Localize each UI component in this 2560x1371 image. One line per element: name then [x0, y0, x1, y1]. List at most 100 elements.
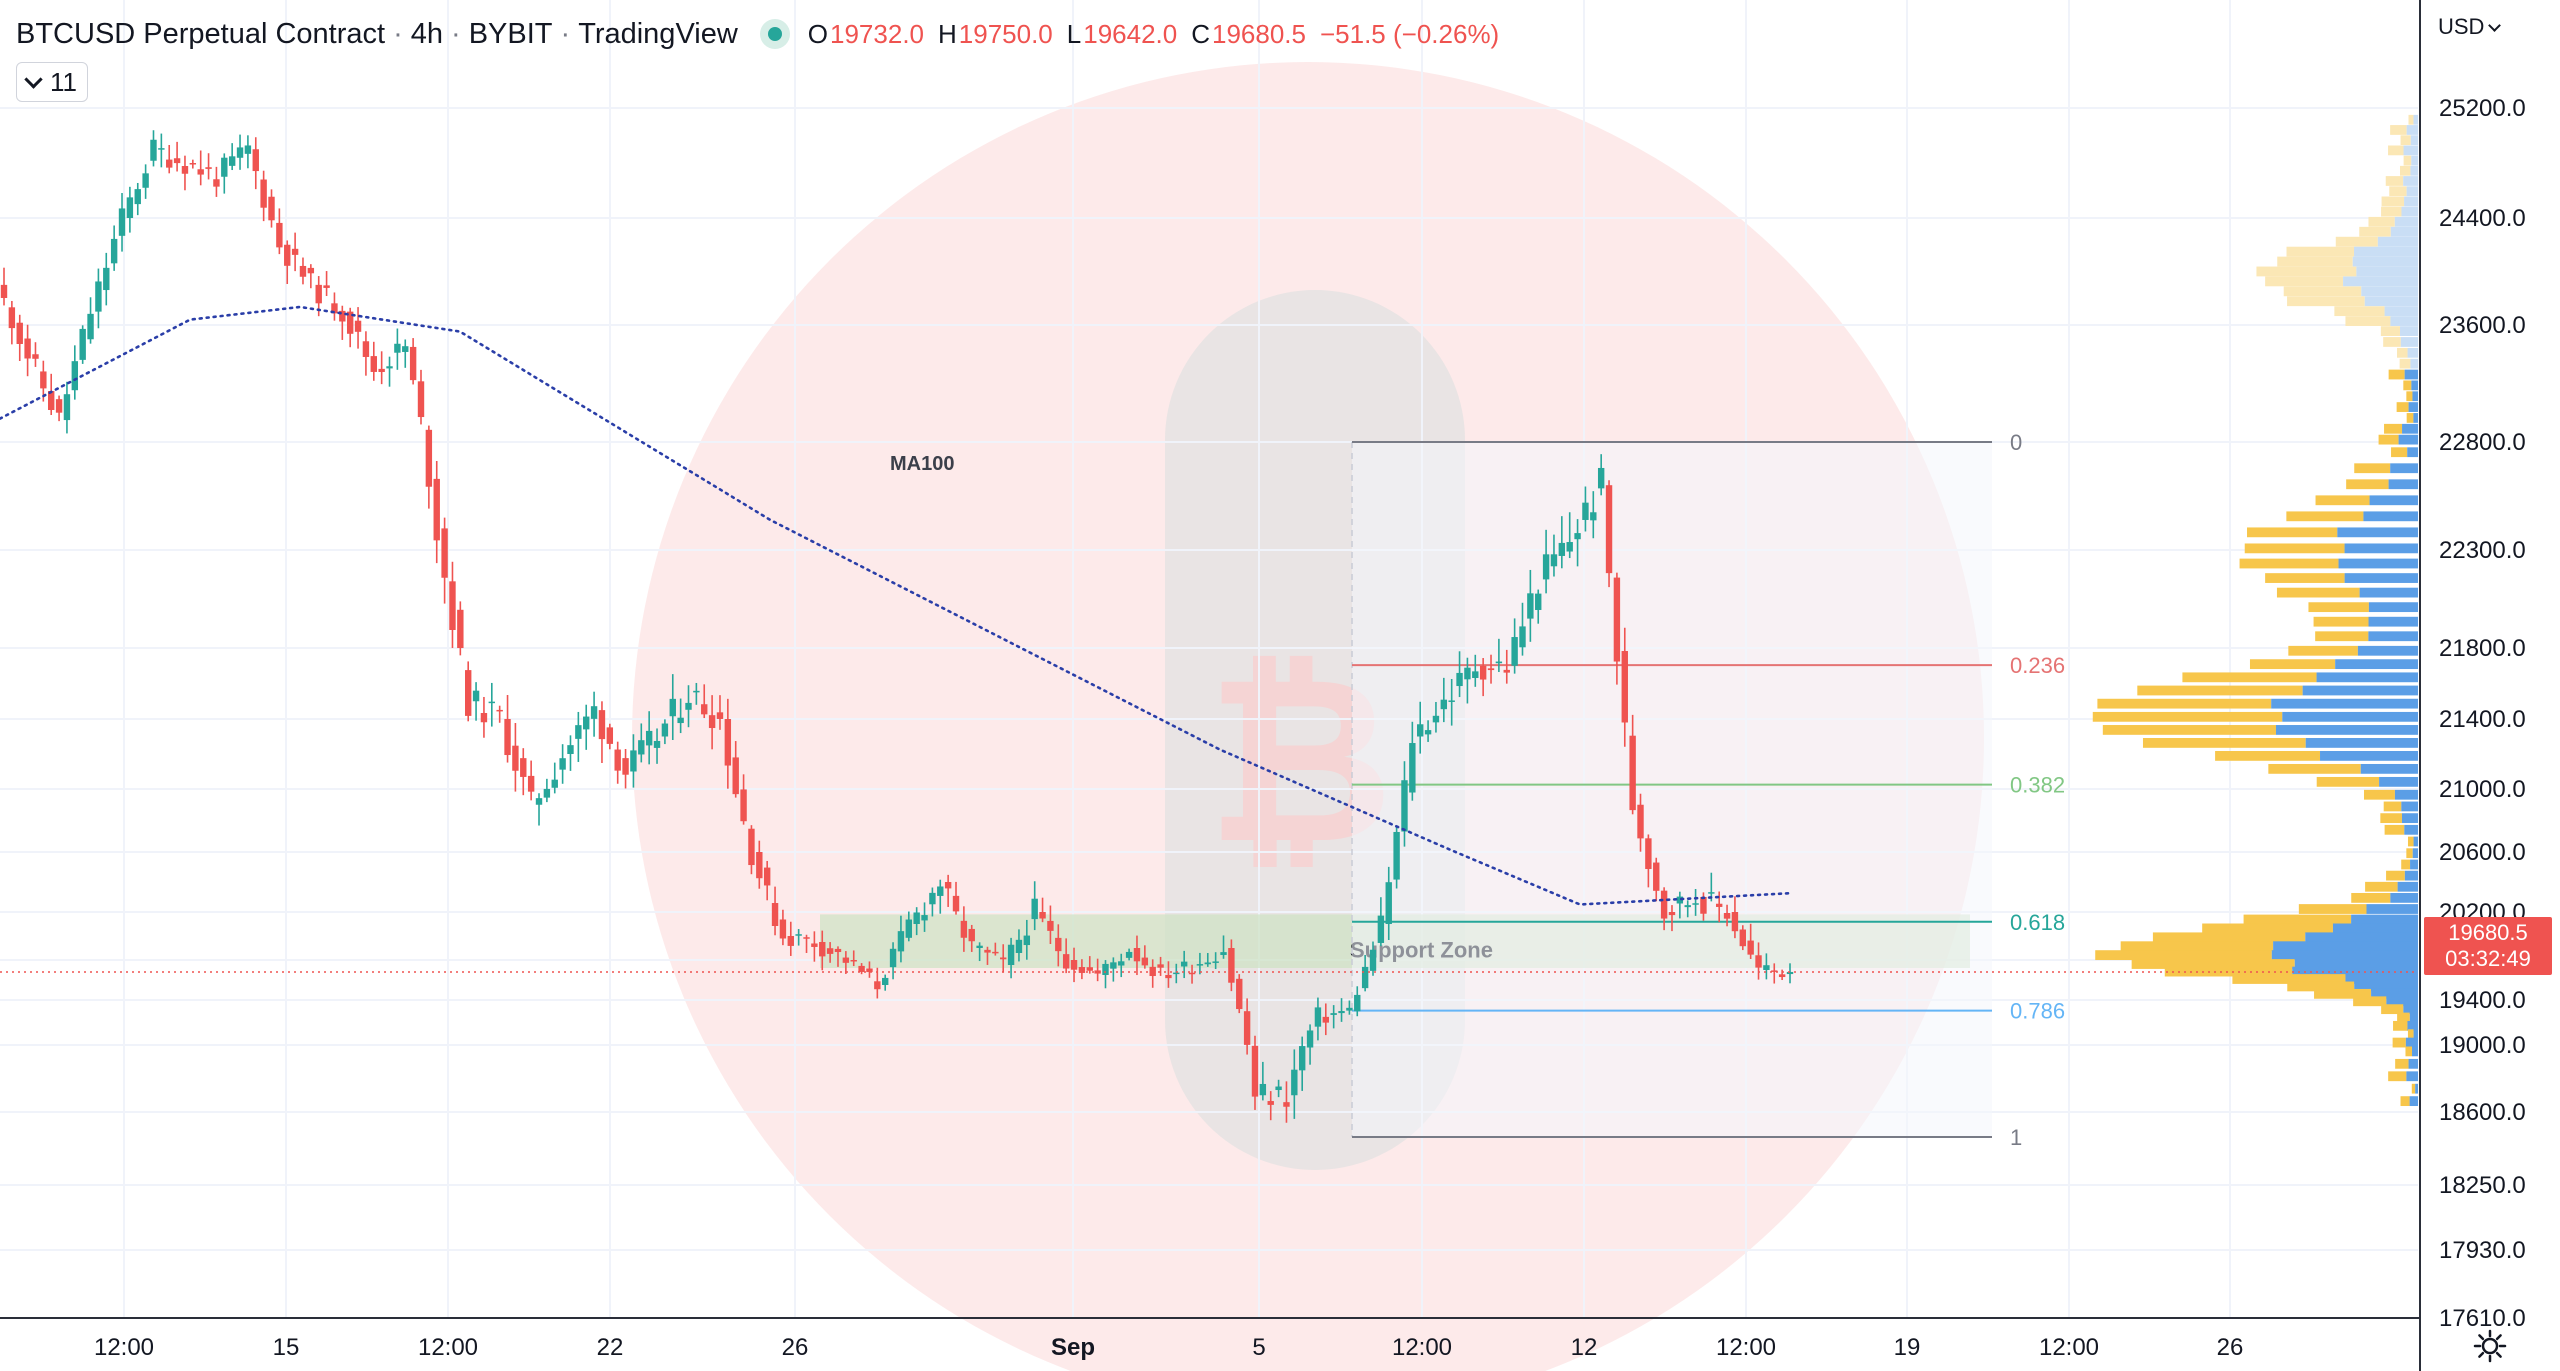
candlestick-series — [0, 130, 1794, 1123]
volume-profile-bar-down — [2345, 974, 2418, 984]
volume-profile-bar-up — [2381, 196, 2405, 207]
volume-profile-bar-up — [2102, 725, 2276, 735]
volume-profile-bar-down — [2344, 543, 2418, 554]
time-axis-tick-label: 26 — [2217, 1334, 2244, 1361]
volume-profile — [2092, 114, 2418, 1107]
candle-body — [1243, 1011, 1251, 1045]
candle-body — [551, 779, 558, 788]
volume-profile-bar-down — [2361, 286, 2418, 297]
volume-profile-bar-up — [2408, 114, 2414, 125]
candle-body — [763, 867, 771, 886]
volume-profile-bar-down — [2357, 645, 2418, 656]
volume-profile-bar-up — [2384, 423, 2403, 434]
volume-profile-bar-up — [2232, 974, 2346, 984]
candle-body — [1314, 1007, 1322, 1027]
candle-body — [1094, 970, 1101, 974]
volume-profile-bar-down — [2401, 813, 2418, 824]
volume-profile-bar-up — [2202, 923, 2333, 934]
volume-profile-bar-down — [2271, 950, 2418, 961]
volume-profile-bar-up — [2403, 155, 2412, 166]
candle-body — [787, 936, 794, 946]
fibonacci-retracement[interactable]: 0 0.236 0.382 0.618 0.786 1 — [1351, 430, 2065, 1150]
candle-body — [590, 706, 598, 719]
candle-body — [409, 346, 417, 381]
volume-profile-bar-up — [2368, 216, 2395, 227]
volume-profile-bar-up — [2384, 824, 2405, 835]
candle-body — [276, 222, 283, 248]
candle-body — [826, 948, 834, 954]
gear-icon[interactable] — [2472, 1328, 2508, 1364]
volume-profile-bar-down — [2368, 602, 2418, 613]
price-axis-tick-label: 17930.0 — [2439, 1237, 2526, 1264]
volume-profile-bar-up — [2265, 573, 2345, 583]
volume-profile-bar-down — [2407, 347, 2418, 358]
candle-body — [1621, 651, 1628, 723]
volume-profile-bar-down — [2408, 402, 2418, 412]
candle-body — [1708, 892, 1715, 894]
market-status-icon — [759, 19, 790, 49]
volume-profile-bar-down — [2413, 114, 2418, 125]
volume-profile-bar-down — [2292, 966, 2418, 977]
candle-body — [913, 912, 920, 924]
candle-body — [173, 158, 181, 164]
volume-profile-bar-down — [2332, 923, 2418, 934]
candle-body — [55, 399, 63, 413]
candle-body — [1535, 593, 1542, 610]
price-axis-tick-label: 18600.0 — [2439, 1099, 2526, 1126]
volume-profile-bar-down — [2403, 176, 2418, 186]
volume-profile-bar-up — [2363, 789, 2395, 800]
candle-body — [1322, 1016, 1329, 1023]
volume-profile-bar-down — [2409, 1012, 2418, 1023]
candle-body — [1582, 502, 1589, 520]
volume-profile-bar-down — [2413, 1029, 2418, 1040]
candle-body — [1440, 699, 1448, 710]
candle-body — [1354, 994, 1361, 1012]
volume-profile-bar-down — [2398, 434, 2418, 445]
candle-body — [95, 281, 102, 312]
volume-profile-bar-up — [2396, 347, 2408, 358]
candle-body — [1763, 965, 1770, 970]
symbol-name[interactable]: BTCUSD Perpetual Contract — [16, 17, 386, 50]
price-axis-tick-label: 21000.0 — [2439, 776, 2526, 803]
indicators-toggle-button[interactable]: 11 — [16, 62, 88, 102]
candle-body — [465, 670, 472, 716]
candle-body — [653, 740, 661, 748]
volume-profile-bar-down — [2406, 186, 2418, 197]
interval-label[interactable]: 4h — [410, 17, 444, 50]
currency-selector[interactable]: USD — [2438, 14, 2502, 40]
volume-profile-bar-up — [2152, 932, 2306, 943]
candle-body — [339, 310, 346, 322]
candle-body — [1070, 960, 1078, 970]
high-value: 19750.0 — [958, 18, 1053, 49]
volume-profile-bar-down — [2359, 587, 2418, 598]
volume-profile-bar-up — [2380, 326, 2401, 337]
candle-body — [284, 244, 291, 266]
candle-body — [606, 727, 614, 744]
candle-body — [228, 156, 236, 166]
volume-profile-bar-down — [2354, 246, 2418, 257]
candle-body — [708, 715, 716, 729]
volume-profile-bar-up — [2359, 226, 2391, 237]
candle-body — [779, 919, 787, 939]
price-axis-tick-label: 19400.0 — [2439, 987, 2526, 1014]
candle-body — [669, 698, 676, 717]
candle-body — [1432, 715, 1440, 723]
volume-profile-bar-down — [2404, 196, 2418, 207]
volume-profile-bar-down — [2335, 659, 2418, 670]
candle-body — [158, 148, 165, 150]
candle-body — [166, 159, 173, 168]
candle-body — [685, 702, 692, 710]
volume-profile-bar-up — [2313, 616, 2369, 627]
candle-body — [535, 798, 543, 805]
candle-body — [244, 145, 252, 154]
price-axis-tick-label: 23600.0 — [2439, 312, 2526, 339]
volume-profile-bar-down — [2364, 296, 2418, 307]
volume-profile-bar-down — [2405, 1037, 2418, 1048]
volume-profile-bar-up — [2097, 698, 2272, 709]
volume-profile-bar-up — [2388, 369, 2405, 380]
candle-body — [1653, 862, 1660, 891]
volume-profile-bar-down — [2400, 326, 2418, 337]
open-label: O — [807, 18, 829, 49]
